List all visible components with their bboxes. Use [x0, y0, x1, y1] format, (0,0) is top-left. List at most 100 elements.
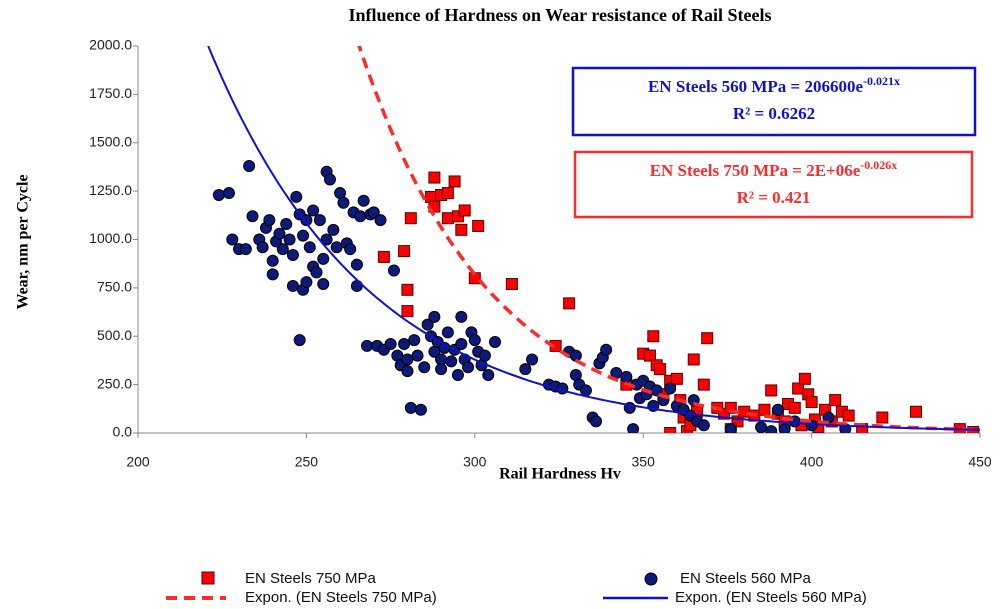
point — [280, 218, 293, 231]
point — [489, 336, 502, 349]
point — [687, 353, 700, 366]
legend-marker — [201, 571, 215, 585]
chart-title: Influence of Hardness on Wear resistance… — [349, 5, 772, 25]
point — [451, 368, 464, 381]
point — [569, 349, 582, 362]
point — [350, 279, 363, 292]
point — [404, 212, 417, 225]
x-axis-label: Rail Hardness Hv — [499, 466, 621, 483]
r-squared: R² = 0.6262 — [733, 104, 815, 123]
legend-label: Expon. (EN Steels 750 MPa) — [245, 589, 437, 606]
point — [404, 401, 417, 414]
point — [350, 258, 363, 271]
x-tick-label: 450 — [968, 454, 992, 470]
r-squared: R² = 0.421 — [737, 188, 811, 207]
point — [377, 250, 390, 263]
y-axis-label: Wear, nm per Cycle — [15, 174, 32, 309]
point — [455, 310, 468, 323]
point — [519, 363, 532, 376]
y-tick-label: 250.0 — [97, 375, 132, 391]
x-tick-label: 350 — [632, 454, 656, 470]
point — [307, 204, 320, 217]
point — [266, 254, 279, 267]
trendline — [207, 46, 980, 431]
equation-base: EN Steels 560 MPa = 206600e — [648, 77, 864, 96]
point — [401, 365, 414, 378]
point — [398, 337, 411, 350]
equation: EN Steels 750 MPa = 2E+06e-0.026x — [650, 158, 898, 180]
point — [344, 243, 357, 256]
point — [387, 264, 400, 277]
point — [876, 411, 889, 424]
point — [401, 283, 414, 296]
point — [323, 173, 336, 186]
point — [455, 223, 468, 236]
point — [468, 334, 481, 347]
point — [414, 403, 427, 416]
point — [273, 227, 286, 240]
y-tick-label: 750.0 — [97, 279, 132, 295]
equation: EN Steels 560 MPa = 206600e-0.021x — [648, 74, 900, 96]
point — [408, 334, 421, 347]
point — [226, 233, 239, 246]
point — [330, 241, 343, 254]
point — [647, 330, 660, 343]
point — [300, 276, 313, 289]
point — [724, 401, 737, 414]
point — [320, 233, 333, 246]
point — [293, 334, 306, 347]
point — [367, 206, 380, 219]
point — [482, 368, 495, 381]
point — [472, 219, 485, 232]
point — [664, 382, 677, 395]
equation-base: EN Steels 750 MPa = 2E+06e — [650, 161, 861, 180]
point — [310, 266, 323, 279]
point — [701, 332, 714, 345]
point — [435, 363, 448, 376]
y-tick-label: 2000.0 — [89, 37, 132, 53]
point — [239, 243, 252, 256]
point — [697, 419, 710, 432]
point — [620, 370, 633, 383]
point — [462, 361, 475, 374]
point — [654, 363, 667, 376]
equation-exponent: -0.021x — [863, 74, 900, 88]
point — [428, 171, 441, 184]
point — [317, 278, 330, 291]
point — [664, 427, 677, 433]
plot-area — [207, 46, 980, 433]
x-tick-label: 400 — [800, 454, 824, 470]
equation-exponent: -0.026x — [860, 158, 897, 172]
point — [765, 425, 778, 433]
point — [670, 372, 683, 385]
point — [441, 326, 454, 339]
point — [600, 343, 613, 356]
point — [563, 297, 576, 310]
point — [317, 252, 330, 265]
point — [354, 210, 367, 223]
point — [212, 188, 225, 201]
point — [286, 248, 299, 261]
point — [448, 175, 461, 188]
point — [842, 409, 855, 422]
point — [724, 423, 737, 433]
point — [579, 384, 592, 397]
point — [297, 229, 310, 242]
point — [222, 187, 235, 200]
point — [384, 337, 397, 350]
point — [441, 187, 454, 200]
point — [290, 190, 303, 203]
point — [455, 337, 468, 350]
point — [266, 268, 279, 281]
point — [738, 405, 751, 418]
point — [526, 353, 539, 366]
equation-box — [573, 150, 974, 219]
point — [246, 210, 259, 223]
point — [374, 214, 387, 227]
legend-label: EN Steels 750 MPa — [245, 570, 377, 587]
point — [627, 423, 640, 433]
point — [798, 372, 811, 385]
legend-label: EN Steels 560 MPa — [680, 570, 812, 587]
point — [411, 349, 424, 362]
